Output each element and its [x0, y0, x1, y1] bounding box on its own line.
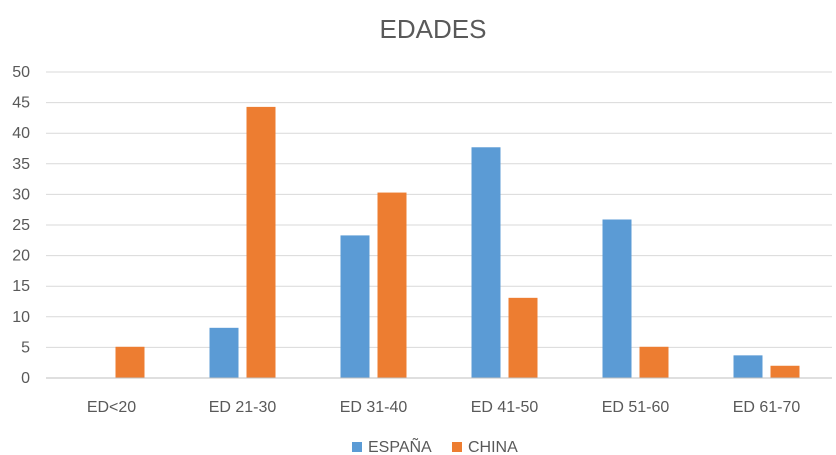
- gridlines: [46, 71, 832, 348]
- bar-china-3: [508, 297, 538, 378]
- y-tick-label: 35: [12, 156, 30, 173]
- legend-swatch: [452, 442, 462, 452]
- bar-espa-a-3: [471, 147, 501, 378]
- y-tick-label: 10: [12, 309, 30, 326]
- y-axis-ticks: 0 5 10 15 20 25 30 35 40 45 50: [12, 64, 30, 387]
- y-tick-label: 40: [12, 125, 30, 142]
- legend: ESPAÑA CHINA: [352, 436, 518, 455]
- y-tick-label: 45: [12, 95, 30, 112]
- legend-label: CHINA: [468, 439, 518, 455]
- bar-china-4: [639, 346, 669, 378]
- bar-china-2: [377, 192, 407, 378]
- bar-espa-a-5: [733, 355, 763, 378]
- chart-title: EDADES: [380, 14, 487, 44]
- y-tick-label: 0: [21, 370, 30, 387]
- y-tick-label: 50: [12, 64, 30, 81]
- y-tick-label: 5: [21, 339, 30, 356]
- x-tick-label: ED 31-40: [340, 399, 408, 416]
- bar-china-5: [770, 365, 800, 378]
- y-tick-label: 30: [12, 186, 30, 203]
- legend-swatch: [352, 442, 362, 452]
- y-tick-label: 25: [12, 217, 30, 234]
- x-tick-label: ED 61-70: [733, 399, 801, 416]
- y-tick-label: 20: [12, 248, 30, 265]
- x-tick-label: ED 41-50: [471, 399, 539, 416]
- x-axis-ticks: ED<20 ED 21-30 ED 31-40 ED 41-50 ED 51-60 ED …: [87, 399, 801, 416]
- x-tick-label: ED 51-60: [602, 399, 670, 416]
- bar-china-0: [115, 346, 145, 378]
- legend-label: ESPAÑA: [368, 436, 432, 455]
- x-tick-label: ED<20: [87, 399, 136, 416]
- y-tick-label: 15: [12, 278, 30, 295]
- bar-espa-a-1: [209, 327, 239, 378]
- bars: [115, 106, 800, 378]
- bar-espa-a-4: [602, 219, 632, 378]
- bar-china-1: [246, 106, 276, 378]
- bar-espa-a-2: [340, 235, 370, 378]
- x-tick-label: ED 21-30: [209, 399, 277, 416]
